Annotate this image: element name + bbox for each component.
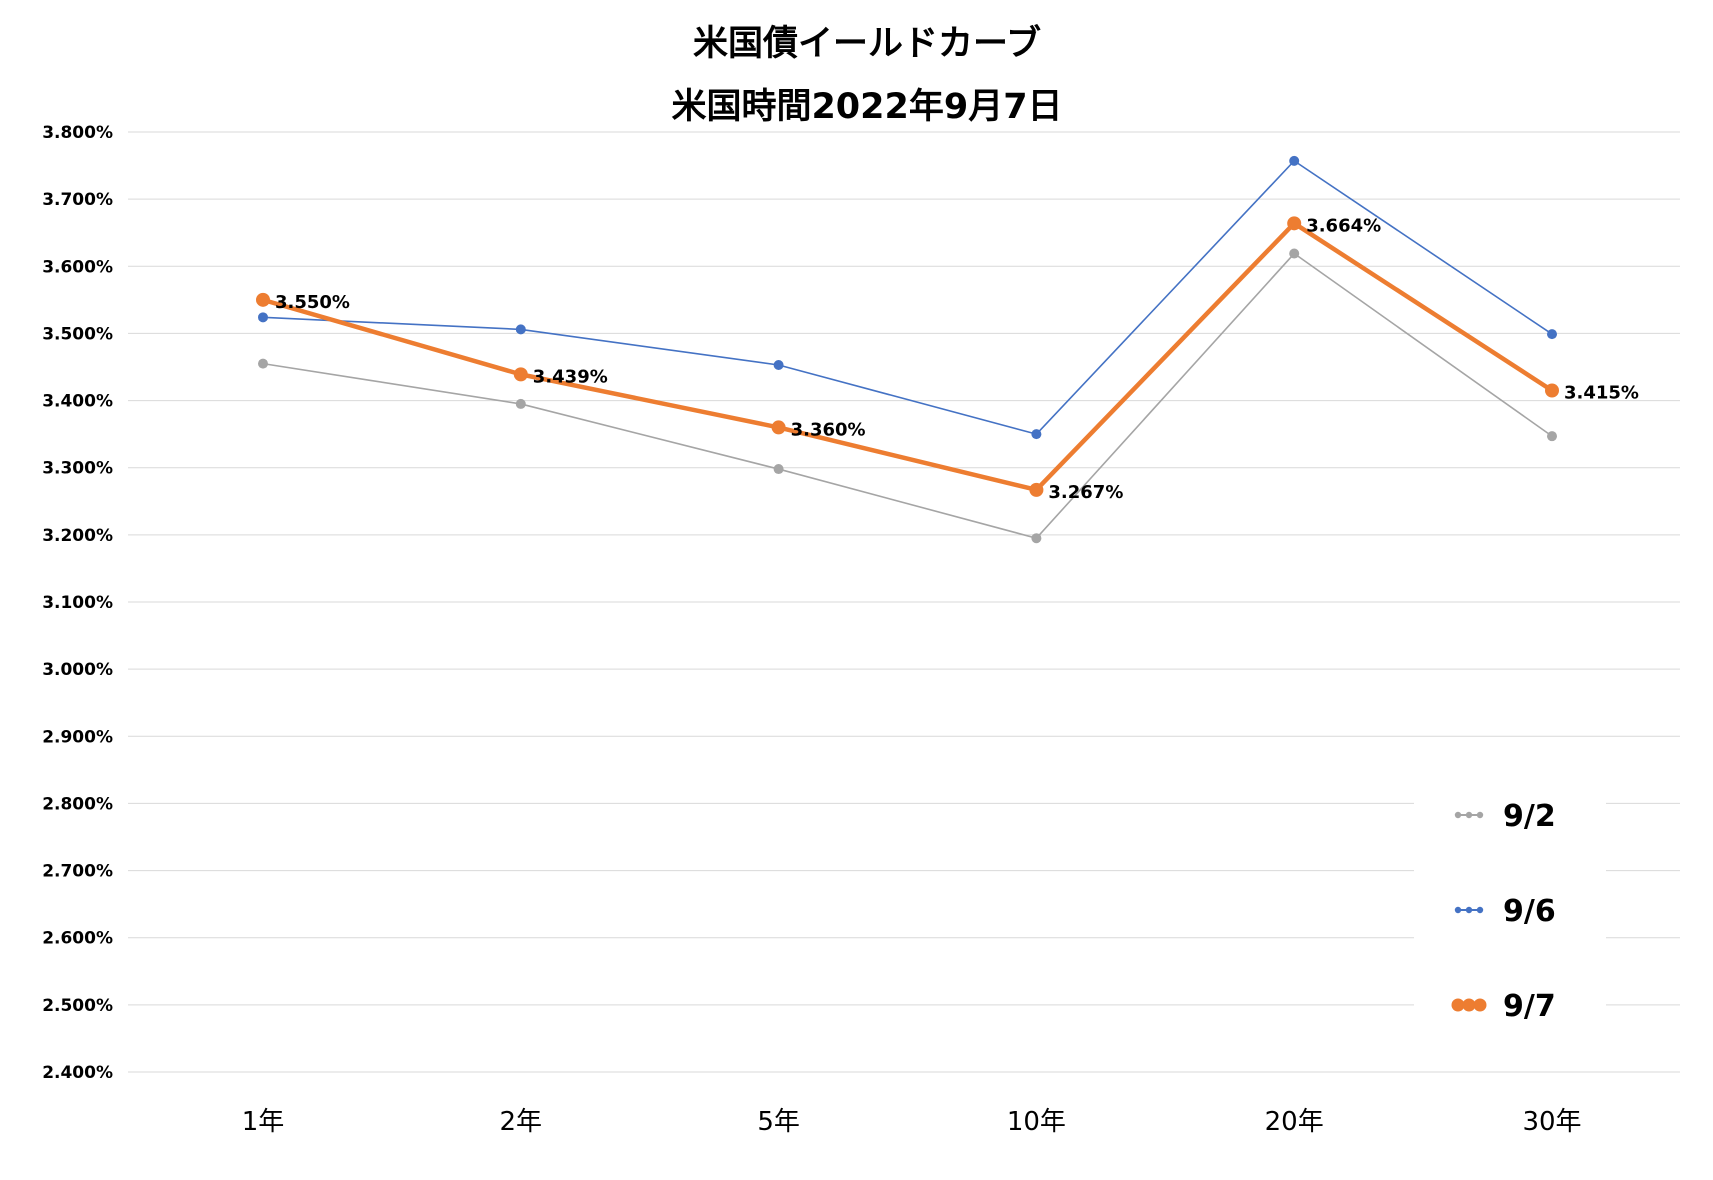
y-tick-label: 2.900%	[42, 727, 113, 747]
legend-marker	[1465, 811, 1473, 819]
y-tick-label: 3.800%	[42, 123, 113, 143]
legend-item: 9/7	[1451, 989, 1556, 1024]
data-point	[515, 398, 526, 409]
series-9-2	[258, 248, 1557, 544]
data-point	[1545, 383, 1559, 398]
data-label: 3.550%	[275, 292, 350, 313]
legend-marker	[1476, 906, 1484, 914]
y-tick-label: 3.200%	[42, 526, 113, 546]
y-tick-label: 3.100%	[42, 593, 113, 613]
data-point	[515, 324, 526, 335]
legend: 9/2 9/6 9/7	[1414, 792, 1606, 1032]
x-tick-label: 2年	[500, 1107, 543, 1137]
data-point	[1029, 482, 1044, 497]
y-tick-label: 3.700%	[42, 190, 113, 210]
y-tick-label: 3.500%	[42, 324, 113, 344]
data-label: 3.415%	[1564, 383, 1639, 404]
data-point	[258, 312, 268, 323]
legend-marker	[1462, 998, 1476, 1012]
data-point	[1289, 248, 1300, 259]
legend-marker	[1476, 811, 1484, 819]
data-labels: 3.550% 3.439% 3.360% 3.267% 3.664% 3.415%	[275, 215, 1639, 503]
data-point	[1031, 533, 1042, 544]
series-line	[262, 221, 1554, 493]
y-tick-label: 2.500%	[42, 996, 113, 1016]
data-point	[773, 464, 784, 475]
y-tick-label: 3.400%	[42, 392, 113, 412]
series-9-7	[256, 216, 1559, 497]
y-tick-label: 3.600%	[42, 257, 113, 277]
data-point	[1547, 329, 1557, 340]
legend-marker	[1465, 906, 1473, 914]
data-label: 3.267%	[1048, 482, 1123, 503]
series-line	[262, 160, 1553, 435]
chart-title: 米国債イールドカーブ	[693, 23, 1041, 64]
y-tick-label: 3.000%	[42, 660, 113, 680]
legend-label: 9/6	[1503, 894, 1556, 929]
data-point	[1289, 155, 1300, 166]
x-tick-label: 20年	[1265, 1107, 1324, 1137]
series-9-6	[258, 155, 1557, 440]
data-label: 3.439%	[533, 366, 608, 387]
y-tick-label: 3.300%	[42, 459, 113, 479]
data-point	[1287, 216, 1302, 231]
data-point	[256, 292, 270, 307]
data-label: 3.360%	[791, 419, 866, 440]
y-tick-label: 2.600%	[42, 929, 113, 949]
y-tick-label: 2.800%	[42, 794, 113, 814]
y-tick-label: 2.700%	[42, 862, 113, 882]
legend-label: 9/2	[1503, 799, 1556, 834]
data-point	[771, 420, 786, 435]
legend-item: 9/2	[1454, 799, 1556, 834]
legend-marker	[1451, 998, 1465, 1012]
x-tick-label: 10年	[1007, 1107, 1066, 1137]
series-line	[262, 252, 1553, 540]
y-axis-ticks: 3.800% 3.700% 3.600% 3.500% 3.400% 3.300% 3.20…	[42, 123, 113, 1083]
data-point	[513, 367, 528, 382]
x-tick-label: 1年	[242, 1107, 285, 1137]
legend-label: 9/7	[1503, 989, 1556, 1024]
data-point	[1547, 431, 1557, 442]
legend-marker	[1473, 998, 1487, 1012]
data-point	[1031, 429, 1042, 440]
data-point	[773, 359, 784, 370]
legend-item: 9/6	[1454, 894, 1556, 929]
data-point	[258, 358, 268, 369]
legend-marker	[1454, 811, 1462, 819]
legend-box	[1414, 792, 1606, 1032]
chart-subtitle: 米国時間2022年9月7日	[671, 87, 1062, 127]
data-label: 3.664%	[1306, 215, 1381, 236]
x-axis-ticks: 1年 2年 5年 10年 20年 30年	[242, 1107, 1582, 1137]
x-tick-label: 5年	[757, 1107, 800, 1137]
legend-marker	[1454, 906, 1462, 914]
y-tick-label: 2.400%	[42, 1063, 113, 1083]
x-tick-label: 30年	[1522, 1107, 1581, 1137]
series-lines	[256, 155, 1559, 544]
